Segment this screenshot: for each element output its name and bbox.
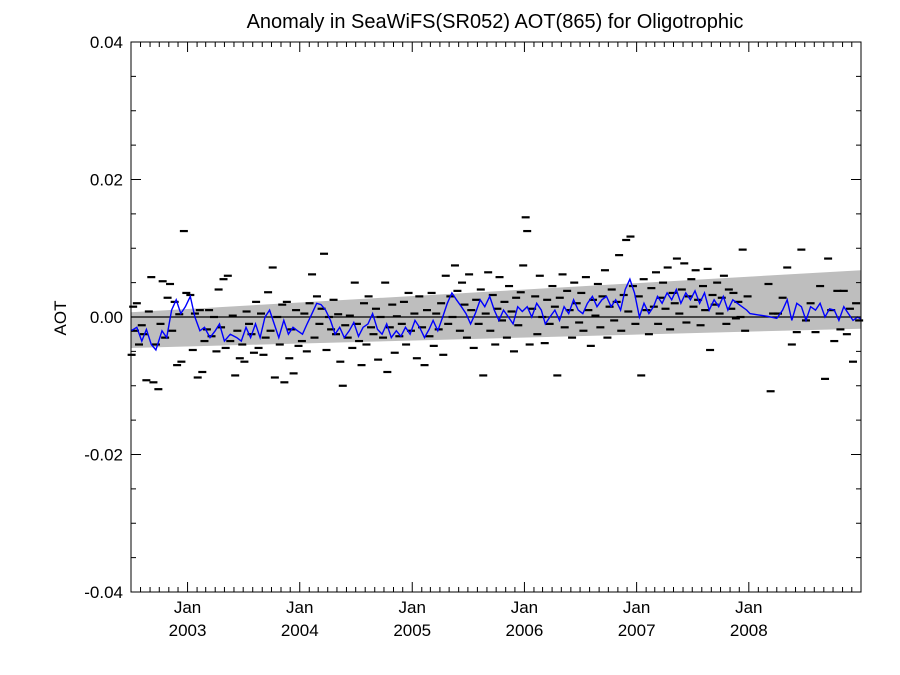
- smoothed-line-layer: [130, 277, 862, 352]
- x-tick-label-month: Jan: [511, 598, 538, 617]
- y-tick-label: -0.04: [84, 583, 123, 602]
- x-tick-label-month: Jan: [286, 598, 313, 617]
- chart-title: Anomaly in SeaWiFS(SR052) AOT(865) for O…: [247, 11, 744, 33]
- x-tick-label-year: 2007: [618, 621, 656, 640]
- y-axis-label: AOT: [51, 301, 70, 336]
- smoothed-line: [130, 277, 862, 352]
- x-tick-label-year: 2004: [281, 621, 319, 640]
- y-tick-label: 0.04: [90, 33, 123, 52]
- x-tick-label-month: Jan: [174, 598, 201, 617]
- x-tick-label-year: 2008: [730, 621, 768, 640]
- x-tick-label-month: Jan: [623, 598, 650, 617]
- anomaly-points-layer: [127, 216, 864, 393]
- x-tick-label-month: Jan: [735, 598, 762, 617]
- axes-layer: 0.04 0.02 0.00 -0.02 -0.04 Jan 2003 Jan 2004 Jan 2…: [84, 33, 862, 640]
- y-tick-label: 0.00: [90, 308, 123, 327]
- x-tick-label-month: Jan: [399, 598, 426, 617]
- x-tick-label-year: 2003: [169, 621, 207, 640]
- y-tick-label: 0.02: [90, 171, 123, 190]
- x-tick-label-year: 2006: [506, 621, 544, 640]
- y-tick-label: -0.02: [84, 446, 123, 465]
- x-tick-label-year: 2005: [393, 621, 431, 640]
